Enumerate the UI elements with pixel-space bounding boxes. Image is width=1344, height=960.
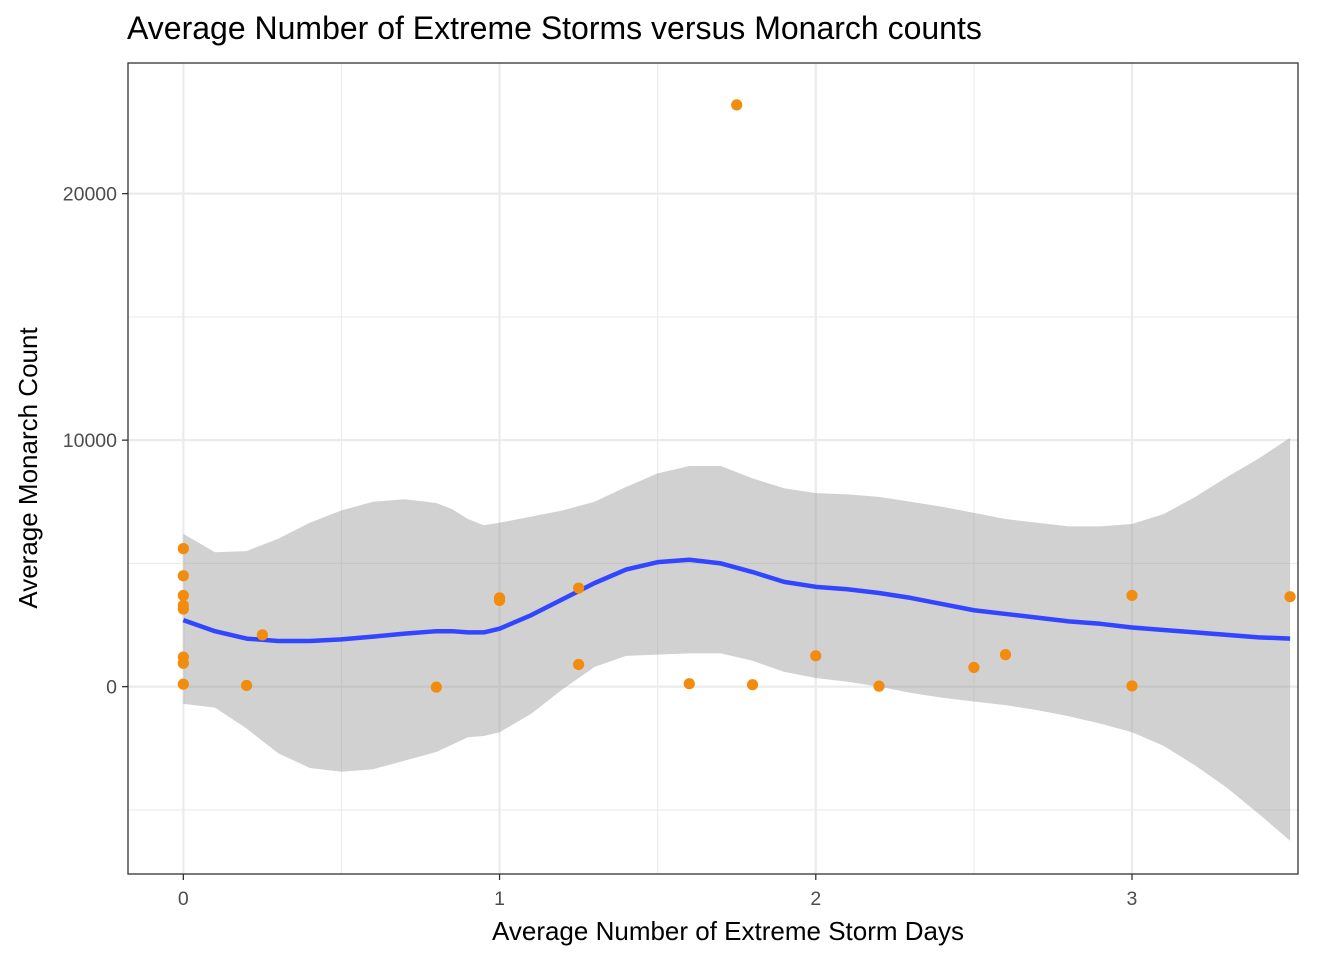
y-axis-ticks: 0 10000 20000	[63, 184, 128, 699]
data-point-24	[1284, 591, 1296, 603]
x-axis-title: Average Number of Extreme Storm Days	[492, 916, 964, 946]
smooth-line	[182, 557, 1291, 644]
data-point-18	[810, 650, 822, 662]
data-point-4	[177, 603, 189, 615]
data-point-6	[177, 657, 189, 669]
data-point-22	[1126, 589, 1138, 602]
data-point-16	[731, 99, 743, 111]
data-point-14	[573, 658, 585, 671]
confidence-band	[183, 437, 1291, 841]
data-point-21	[999, 649, 1012, 661]
grid	[128, 63, 1298, 874]
chart-title: Average Number of Extreme Storms versus …	[127, 10, 982, 46]
panel-border	[127, 62, 1299, 875]
y-tick-label-2: 20000	[63, 184, 117, 206]
data-point-7	[177, 678, 189, 690]
y-axis-title: Average Monarch Count	[13, 327, 43, 609]
data-point-10	[430, 681, 442, 693]
data-points	[177, 99, 1296, 693]
confidence-band-layer	[183, 437, 1291, 841]
data-point-15	[683, 678, 695, 690]
x-tick-label-3: 3	[1127, 888, 1138, 910]
data-point-20	[968, 661, 980, 674]
y-tick-label-0: 0	[106, 677, 117, 699]
smooth-line-layer	[182, 557, 1291, 644]
x-tick-label-0: 0	[178, 888, 189, 910]
data-point-23	[1126, 680, 1138, 692]
data-point-9	[256, 629, 268, 641]
data-point-8	[240, 679, 253, 692]
data-point-13	[573, 582, 585, 594]
x-tick-label-2: 2	[810, 888, 821, 910]
data-point-1	[177, 570, 189, 582]
data-point-0	[177, 543, 189, 555]
data-point-19	[873, 680, 885, 692]
y-tick-label-1: 10000	[63, 430, 117, 452]
x-axis-ticks: 0 1 2 3	[178, 874, 1138, 910]
x-tick-label-1: 1	[494, 888, 505, 910]
data-point-2	[177, 589, 189, 602]
data-point-17	[746, 679, 759, 691]
data-point-12	[493, 594, 506, 606]
